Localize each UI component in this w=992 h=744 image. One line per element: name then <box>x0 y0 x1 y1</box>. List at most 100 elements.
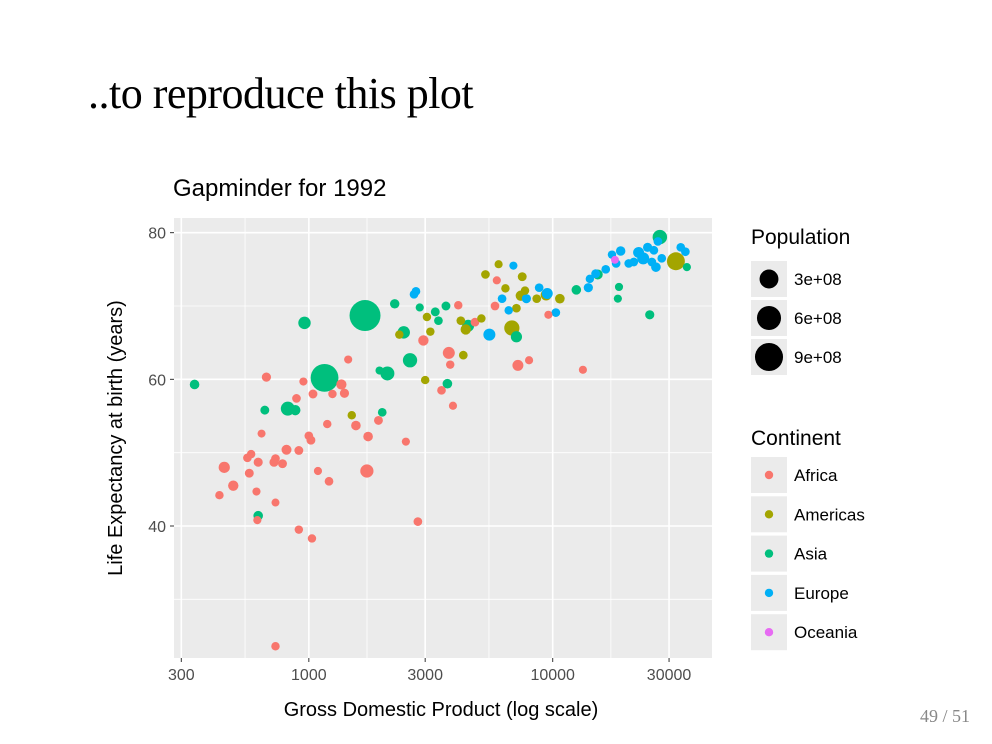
data-point <box>614 282 624 292</box>
data-point <box>377 407 387 417</box>
x-tick-label: 1000 <box>291 667 327 684</box>
data-point <box>298 316 311 330</box>
data-point <box>512 359 524 371</box>
data-point <box>271 498 280 507</box>
data-point <box>218 461 230 473</box>
data-point <box>666 252 685 271</box>
data-point <box>591 269 601 279</box>
data-point <box>524 356 534 365</box>
data-point <box>324 476 334 486</box>
data-point <box>375 366 384 375</box>
panel-background <box>174 218 712 658</box>
data-point <box>328 389 337 399</box>
color-legend-label: Oceania <box>794 623 858 642</box>
data-point <box>571 285 582 295</box>
data-point <box>294 446 304 455</box>
data-point <box>442 378 453 389</box>
data-point <box>253 457 263 467</box>
data-point <box>441 301 451 311</box>
data-point <box>307 534 317 543</box>
data-point <box>494 260 503 269</box>
size-legend-label: 6e+08 <box>794 309 842 328</box>
data-points <box>189 229 691 651</box>
data-point <box>458 350 468 360</box>
data-point <box>682 263 691 272</box>
size-legend-dot <box>756 305 782 331</box>
y-tick-label: 40 <box>148 519 166 536</box>
data-point <box>497 294 507 304</box>
size-legend-title: Population <box>751 226 850 249</box>
data-point <box>490 301 500 311</box>
data-point <box>544 310 553 319</box>
data-point <box>401 437 410 446</box>
x-axis-label: Gross Domestic Product (log scale) <box>284 699 599 721</box>
data-point <box>657 253 667 263</box>
data-point <box>492 276 501 285</box>
size-legend-dot <box>754 342 784 372</box>
data-point <box>510 331 523 343</box>
data-point <box>583 283 593 293</box>
data-point <box>313 466 323 476</box>
data-point <box>261 372 272 382</box>
data-point <box>520 286 530 295</box>
data-point <box>244 468 254 478</box>
data-point <box>585 274 595 284</box>
x-tick-label: 300 <box>168 667 195 684</box>
data-point <box>413 517 423 526</box>
data-point <box>613 294 622 303</box>
data-point <box>292 394 301 403</box>
data-point <box>633 246 645 258</box>
data-point <box>601 264 611 274</box>
data-point <box>629 257 639 267</box>
data-point <box>253 516 262 525</box>
legend: Population 3e+08 6e+08 9e+08 Continent Africa… <box>751 226 865 651</box>
data-point <box>481 270 490 279</box>
color-legend-label: Africa <box>794 466 838 485</box>
size-legend-dot <box>759 269 779 289</box>
data-point <box>310 363 339 392</box>
data-point <box>380 366 395 381</box>
data-point <box>360 464 374 478</box>
data-point <box>281 444 292 455</box>
data-point <box>448 401 458 410</box>
page-number: 49 / 51 <box>919 706 970 726</box>
axes: 300 1000 3000 10000 30000 40 60 80 <box>148 226 691 684</box>
data-point <box>411 286 421 296</box>
data-point <box>460 324 471 335</box>
data-point <box>501 284 510 293</box>
x-tick-label: 10000 <box>530 667 575 684</box>
data-point <box>246 449 256 459</box>
data-point <box>363 431 373 442</box>
data-point <box>512 303 521 313</box>
size-legend-label: 3e+08 <box>794 270 842 289</box>
y-tick-label: 60 <box>148 372 166 389</box>
data-point <box>470 317 480 327</box>
data-point <box>534 283 544 293</box>
data-point <box>215 490 224 500</box>
data-point <box>611 255 619 264</box>
data-point <box>271 454 280 463</box>
data-point <box>344 355 353 364</box>
data-point <box>395 330 404 339</box>
x-tick-label: 3000 <box>407 667 443 684</box>
data-point <box>336 379 347 390</box>
data-point <box>541 288 553 300</box>
data-point <box>308 389 318 399</box>
data-point <box>374 415 383 425</box>
data-point <box>456 316 466 326</box>
data-point <box>477 314 486 323</box>
data-point <box>189 379 200 390</box>
y-tick-label: 80 <box>148 226 166 243</box>
data-point <box>252 487 261 496</box>
data-point <box>555 293 565 304</box>
data-point <box>418 335 429 346</box>
color-legend-label: Europe <box>794 584 849 603</box>
slide-title: ..to reproduce this plot <box>88 69 474 118</box>
x-tick-label: 30000 <box>647 667 692 684</box>
data-point <box>437 385 446 395</box>
data-point <box>420 375 430 385</box>
data-point <box>445 360 455 369</box>
data-point <box>483 328 496 341</box>
data-point <box>294 525 304 534</box>
